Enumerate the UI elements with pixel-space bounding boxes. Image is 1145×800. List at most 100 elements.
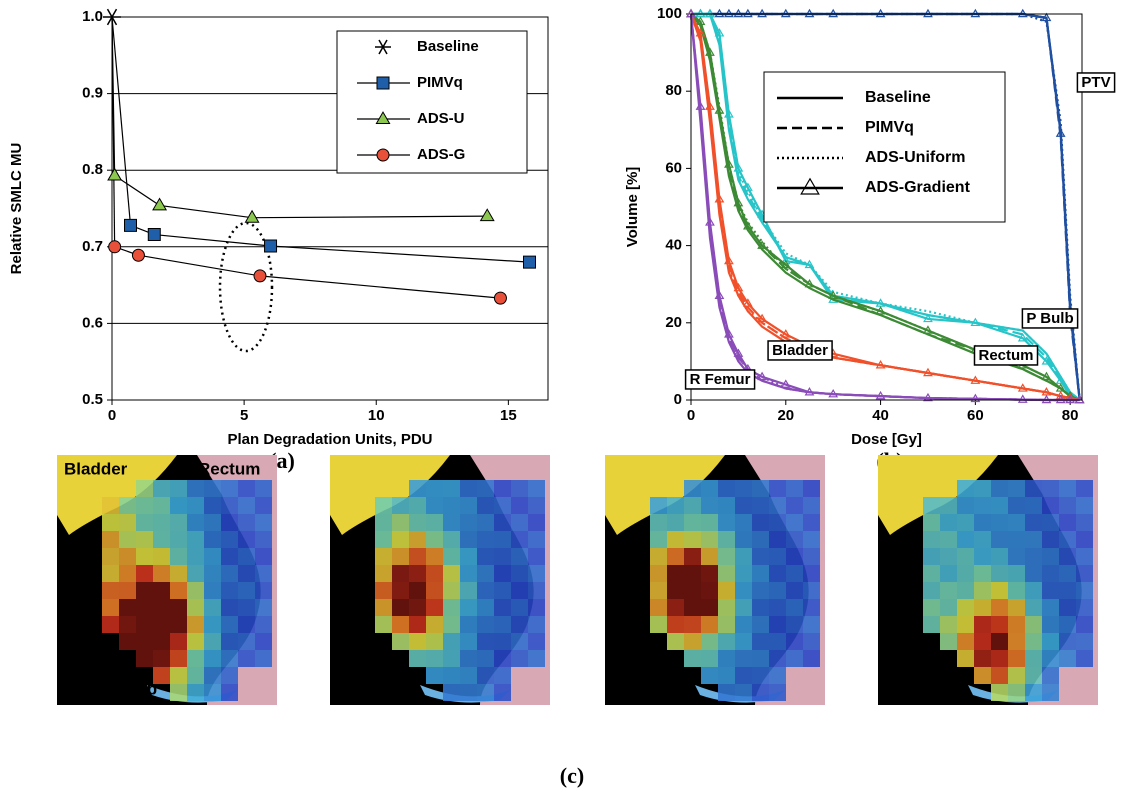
dose-cell (477, 480, 494, 497)
dose-cell (667, 497, 684, 514)
dose-cell (221, 565, 238, 582)
marker (780, 379, 791, 388)
dose-cell (204, 650, 221, 667)
dose-cell (923, 565, 940, 582)
dose-cell (528, 650, 545, 667)
dose-cell (511, 548, 528, 565)
marker (107, 167, 123, 181)
y-tick-label: 0.8 (82, 161, 103, 178)
dose-cell (528, 565, 545, 582)
dose-cell (494, 616, 511, 633)
dose-cell (494, 599, 511, 616)
marker (970, 8, 981, 18)
dose-cell (769, 497, 786, 514)
marker (757, 313, 767, 323)
dose-cell (786, 633, 803, 650)
dose-cell (494, 514, 511, 531)
y-tick-label: 0 (674, 391, 682, 408)
dose-cell (187, 599, 204, 616)
marker (714, 105, 725, 114)
dose-cell (409, 650, 426, 667)
dose-cell (974, 633, 991, 650)
dose-cell (667, 599, 684, 616)
dose-cell (667, 548, 684, 565)
dose-cell (204, 497, 221, 514)
dose-cell (1008, 633, 1025, 650)
dose-cell (460, 616, 477, 633)
legend-label: PIMVq (417, 74, 463, 91)
structure-label: PTV (1081, 74, 1110, 91)
dose-cell (650, 582, 667, 599)
dose-cell (769, 633, 786, 650)
dose-cell (375, 531, 392, 548)
marker (714, 28, 725, 37)
dose-cell (1025, 667, 1042, 684)
dose-cell (136, 582, 153, 599)
dose-cell (528, 548, 545, 565)
dose-cell (923, 582, 940, 599)
dose-cell (769, 667, 786, 684)
dose-cell (153, 480, 170, 497)
dose-cell (769, 684, 786, 701)
dose-cell (136, 548, 153, 565)
marker (523, 255, 537, 269)
dose-cell (701, 616, 718, 633)
dose-cell (735, 582, 752, 599)
legend-label: ADS-G (417, 146, 465, 163)
y-tick-label: 60 (665, 159, 682, 176)
marker (800, 177, 820, 195)
marker (804, 8, 815, 18)
dose-cell (940, 582, 957, 599)
label-box (1021, 308, 1079, 329)
dose-cell (769, 616, 786, 633)
dose-cell (735, 497, 752, 514)
marker (742, 221, 753, 230)
dose-cell (443, 599, 460, 616)
dose-cell (238, 650, 255, 667)
dose-cell (1042, 480, 1059, 497)
dose-cell (511, 582, 528, 599)
dose-cell (204, 582, 221, 599)
dose-cell (426, 480, 443, 497)
dose-cell (477, 667, 494, 684)
marker (724, 329, 734, 338)
dose-cell (1025, 548, 1042, 565)
dose-cell (119, 497, 136, 514)
dose-cell (170, 633, 187, 650)
marker (152, 197, 168, 211)
dose-cell (769, 480, 786, 497)
x-tick-label: 10 (368, 407, 385, 424)
dose-cell (119, 548, 136, 565)
dose-cell (957, 633, 974, 650)
dose-cell (718, 684, 735, 701)
dose-cell (991, 480, 1008, 497)
y-axis-title: Volume [%] (624, 167, 641, 248)
marker (253, 269, 267, 283)
dose-cell (718, 616, 735, 633)
dose-cell (786, 514, 803, 531)
dose-cell (443, 667, 460, 684)
dose-cell (701, 599, 718, 616)
dose-cell (769, 514, 786, 531)
marker (714, 8, 725, 18)
dose-cell (735, 667, 752, 684)
dose-cell (477, 531, 494, 548)
legend-label: ADS-Uniform (865, 149, 965, 166)
dose-cell (528, 616, 545, 633)
dose-cell (187, 548, 204, 565)
image-label: PBulb (108, 679, 157, 698)
dose-cell (1042, 667, 1059, 684)
marker (970, 375, 981, 384)
dose-cell (153, 531, 170, 548)
dose-cell (238, 633, 255, 650)
dose-cell (1025, 497, 1042, 514)
dose-cell (940, 514, 957, 531)
dose-cell (528, 497, 545, 514)
marker (108, 240, 122, 254)
marker (493, 291, 507, 305)
dose-cell (460, 667, 477, 684)
dose-cell (153, 497, 170, 514)
dose-cell (974, 514, 991, 531)
dose-cell (119, 633, 136, 650)
